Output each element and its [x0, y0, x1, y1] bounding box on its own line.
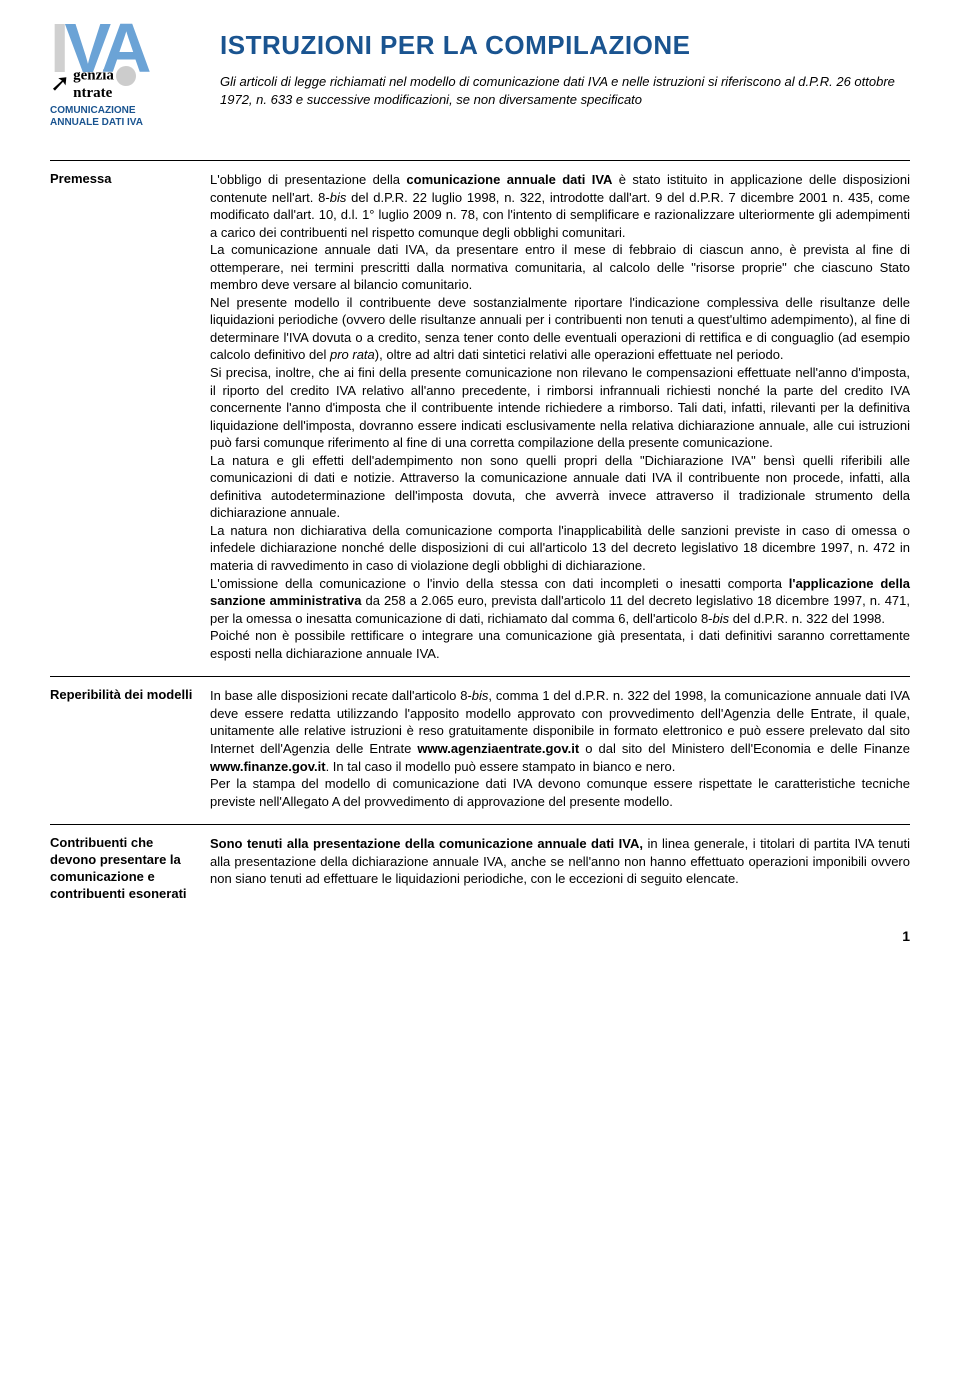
section-content-reperibilita: In base alle disposizioni recate dall'ar…	[210, 687, 910, 810]
document-header: IVA ➚ genzia ntrate COMUNICAZIONE ANNUAL…	[50, 20, 910, 130]
iva-logo: IVA ➚ genzia ntrate COMUNICAZIONE ANNUAL…	[50, 20, 200, 130]
section-content-premessa: L'obbligo di presentazione della comunic…	[210, 171, 910, 662]
iva-logo-text: IVA	[50, 20, 200, 76]
section-reperibilita: Reperibilità dei modelli In base alle di…	[50, 676, 910, 810]
agenzia-line2: ntrate	[73, 85, 112, 101]
subtitle: Gli articoli di legge richiamati nel mod…	[220, 73, 910, 109]
page-number: 1	[50, 928, 910, 944]
section-premessa: Premessa L'obbligo di presentazione dell…	[50, 160, 910, 662]
comunicazione-line2: ANNUALE DATI IVA	[50, 117, 143, 128]
title-block: ISTRUZIONI PER LA COMPILAZIONE Gli artic…	[220, 20, 910, 109]
main-title: ISTRUZIONI PER LA COMPILAZIONE	[220, 30, 910, 61]
logo-block: IVA ➚ genzia ntrate COMUNICAZIONE ANNUAL…	[50, 20, 200, 130]
comunicazione-label: COMUNICAZIONE ANNUALE DATI IVA	[50, 105, 200, 129]
section-label-contribuenti: Contribuenti che devono presentare la co…	[50, 835, 210, 903]
section-label-premessa: Premessa	[50, 171, 210, 662]
comunicazione-line1: COMUNICAZIONE	[50, 105, 136, 116]
section-content-contribuenti: Sono tenuti alla presentazione della com…	[210, 835, 910, 903]
section-label-reperibilita: Reperibilità dei modelli	[50, 687, 210, 810]
section-contribuenti: Contribuenti che devono presentare la co…	[50, 824, 910, 903]
